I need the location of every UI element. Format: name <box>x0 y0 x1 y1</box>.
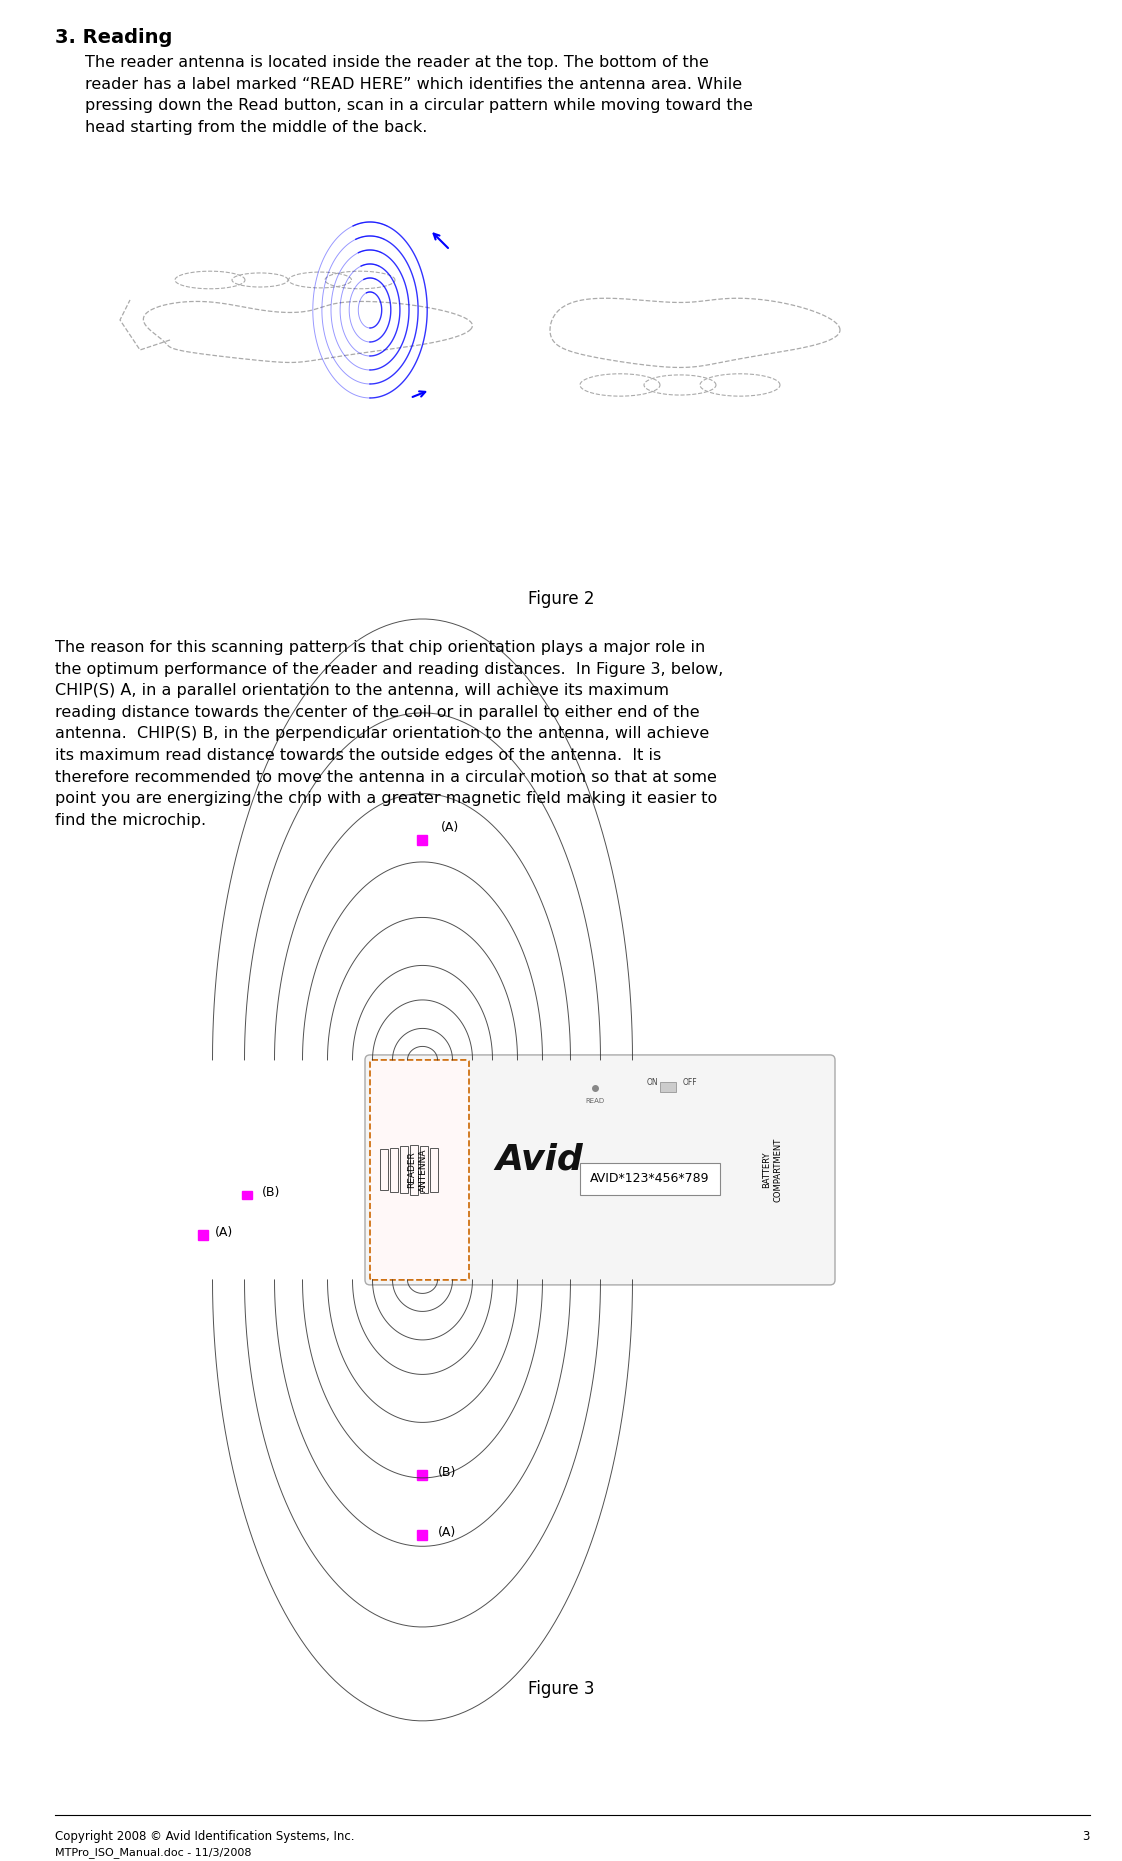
Bar <box>241 1191 251 1198</box>
Bar <box>420 1146 427 1193</box>
Bar <box>417 836 427 845</box>
Text: (B): (B) <box>438 1466 456 1479</box>
FancyBboxPatch shape <box>365 1055 835 1284</box>
Text: (A): (A) <box>214 1226 232 1239</box>
Text: READER
ANTENNA: READER ANTENNA <box>407 1148 427 1191</box>
Bar <box>410 1145 419 1195</box>
Text: (A): (A) <box>438 1526 456 1539</box>
Bar <box>660 1081 675 1092</box>
Text: AVID*123*456*789: AVID*123*456*789 <box>590 1172 710 1185</box>
Bar <box>417 1470 427 1479</box>
Text: Copyright 2008 © Avid Identification Systems, Inc.: Copyright 2008 © Avid Identification Sys… <box>55 1829 355 1842</box>
Bar <box>390 1148 398 1191</box>
Text: BATTERY
COMPARTMENT: BATTERY COMPARTMENT <box>762 1137 782 1202</box>
Text: READ: READ <box>586 1098 605 1104</box>
Text: Figure 2: Figure 2 <box>527 590 595 609</box>
Bar <box>430 1148 438 1191</box>
Text: The reason for this scanning pattern is that chip orientation plays a major role: The reason for this scanning pattern is … <box>55 640 724 828</box>
Text: 3. Reading: 3. Reading <box>55 28 173 47</box>
Bar <box>580 1163 720 1195</box>
Bar <box>380 1150 388 1191</box>
Text: (B): (B) <box>261 1187 279 1200</box>
Text: 3: 3 <box>1083 1829 1089 1842</box>
Text: Avid: Avid <box>495 1143 582 1176</box>
Bar <box>401 1146 408 1193</box>
Text: The reader antenna is located inside the reader at the top. The bottom of the
re: The reader antenna is located inside the… <box>85 56 753 134</box>
Text: ON: ON <box>647 1078 659 1087</box>
Text: MTPro_ISO_Manual.doc - 11/3/2008: MTPro_ISO_Manual.doc - 11/3/2008 <box>55 1846 251 1857</box>
FancyBboxPatch shape <box>370 1061 469 1280</box>
Bar <box>417 1530 427 1539</box>
Text: Figure 3: Figure 3 <box>527 1680 595 1697</box>
Bar <box>197 1230 208 1239</box>
Text: (A): (A) <box>441 821 459 834</box>
Text: OFF: OFF <box>683 1078 698 1087</box>
